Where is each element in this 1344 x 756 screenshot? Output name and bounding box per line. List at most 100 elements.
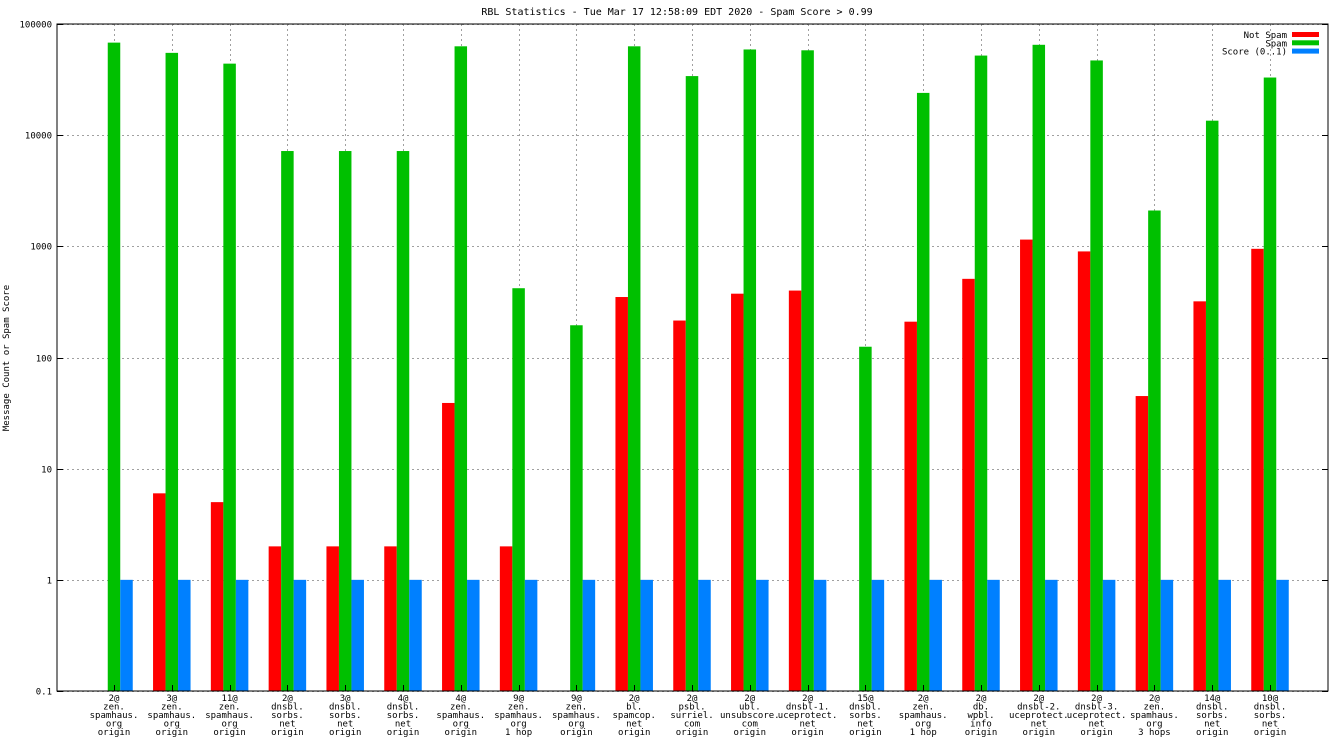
- x-tick-label-line: origin: [329, 728, 362, 738]
- x-tick-label-line: net: [626, 720, 642, 730]
- x-tick-label-line: zen.: [450, 703, 472, 713]
- x-tick-label-line: net: [1088, 720, 1104, 730]
- x-tick-label-line: origin: [676, 728, 709, 738]
- bar-not-spam: [673, 320, 686, 691]
- x-tick-label-line: origin: [1254, 728, 1287, 738]
- x-tick-label-line: origin: [213, 728, 246, 738]
- x-tick-label-line: org: [510, 720, 526, 730]
- x-tick-label-line: sorbs.: [849, 711, 882, 721]
- x-tick-label-line: ubl.: [739, 703, 761, 713]
- x-tick-label-line: 2@: [918, 694, 929, 704]
- x-tick-label-line: org: [453, 720, 469, 730]
- bar-score-0-1: [640, 579, 653, 691]
- x-tick-label-line: net: [1031, 720, 1047, 730]
- x-tick-label: 10@ dnsbl. sorbs. net origin: [1254, 694, 1287, 738]
- bar-spam: [685, 76, 699, 691]
- bars-layer: [107, 42, 1289, 692]
- x-tick-label: 9@ zen. spamhaus. org origin: [552, 694, 601, 738]
- x-tick-label-line: org: [1146, 720, 1162, 730]
- bar-not-spam: [1251, 248, 1264, 691]
- bar-score-0-1: [987, 579, 1000, 691]
- x-tick-label-line: spamhaus.: [147, 711, 196, 721]
- x-tick-label-line: org: [568, 720, 584, 730]
- x-tick-label-line: 2@: [1149, 694, 1160, 704]
- x-tick-label-line: zen.: [912, 703, 934, 713]
- bar-score-0-1: [1276, 579, 1289, 691]
- x-tick-label-line: dnsbl-1.: [786, 703, 829, 713]
- x-tick-label-line: zen.: [219, 703, 241, 713]
- y-tick-label: 1: [47, 577, 52, 587]
- x-tick-label-line: dnsbl-2.: [1017, 703, 1060, 713]
- x-tick-label-line: origin: [965, 728, 998, 738]
- bar-not-spam: [1020, 239, 1033, 691]
- bar-spam: [165, 52, 179, 691]
- x-tick-label-line: net: [857, 720, 873, 730]
- x-tick-label-line: 1 hop: [505, 728, 532, 738]
- x-tick-label-line: 1 hop: [910, 728, 937, 738]
- x-tick-label-line: 3@: [340, 694, 351, 704]
- bar-spam: [281, 151, 294, 691]
- bar-score-0-1: [524, 579, 538, 691]
- x-tick-label-line: zen.: [161, 703, 183, 713]
- x-tick-label-line: origin: [849, 728, 882, 738]
- x-tick-label-line: spamhaus.: [899, 711, 948, 721]
- x-tick-label-line: 14@: [1204, 694, 1221, 704]
- x-tick-label-line: 2@: [109, 694, 120, 704]
- bar-spam: [396, 151, 410, 691]
- x-tick-label: 2@ zen. spamhaus. org origin: [90, 694, 139, 738]
- bar-spam: [512, 288, 525, 691]
- x-tick-label-line: origin: [1023, 728, 1056, 738]
- x-tick-label-line: spamhaus.: [90, 711, 139, 721]
- x-tick-label-line: zen.: [1144, 703, 1166, 713]
- x-tick-label-line: uceprotect.: [1067, 711, 1127, 721]
- x-tick-label-line: net: [1262, 720, 1278, 730]
- bar-not-spam: [731, 293, 744, 691]
- x-tick-label: 2@ dnsbl-3. uceprotect. net origin: [1067, 694, 1127, 738]
- x-tick-label: 2@ zen. spamhaus. org 3 hops: [1130, 694, 1179, 738]
- bar-not-spam: [326, 546, 339, 691]
- bar-score-0-1: [293, 579, 307, 691]
- x-tick-label-line: 4@: [455, 694, 466, 704]
- x-tick-label-line: net: [337, 720, 353, 730]
- x-tick-label: 14@ dnsbl. sorbs. net origin: [1196, 694, 1229, 738]
- x-tick-label-line: net: [1204, 720, 1220, 730]
- x-tick-label: 15@ dnsbl. sorbs. net origin: [849, 694, 882, 738]
- legend-label: Score (0..1): [1222, 48, 1287, 58]
- bar-spam: [570, 325, 583, 691]
- x-tick-label: 2@ dnsbl. sorbs. net origin: [271, 694, 304, 738]
- bar-not-spam: [153, 493, 166, 691]
- bar-spam: [454, 46, 468, 691]
- bar-score-0-1: [756, 579, 769, 691]
- bar-spam: [916, 92, 930, 692]
- y-tick-label: 1000: [30, 243, 52, 253]
- x-tick-label-line: dnsbl.: [271, 703, 304, 713]
- x-tick-label-line: wpbl.: [967, 711, 994, 721]
- x-tick-label-line: zen.: [103, 703, 125, 713]
- x-tick-label-line: origin: [791, 728, 824, 738]
- x-tick-label-line: dnsbl.: [329, 703, 362, 713]
- x-tick-label-line: spamcop.: [613, 711, 656, 721]
- x-tick-label-line: dnsbl.: [387, 703, 420, 713]
- x-tick-label-line: uceprotect.: [778, 711, 838, 721]
- legend-swatch-score-0-1: [1292, 48, 1319, 54]
- bar-spam: [1090, 60, 1103, 692]
- y-tick-label: 100: [36, 355, 52, 365]
- x-tick-label-line: origin: [1080, 728, 1113, 738]
- y-tick-label: 10: [41, 466, 52, 476]
- x-tick-label-line: 9@: [571, 694, 582, 704]
- bar-score-0-1: [1218, 579, 1231, 691]
- x-tick-label-line: bl.: [626, 703, 642, 713]
- bar-score-0-1: [698, 579, 711, 691]
- bar-not-spam: [904, 321, 917, 691]
- legend-label: Spam: [1265, 39, 1287, 49]
- bar-spam: [338, 151, 352, 691]
- x-tick-label: 9@ zen. spamhaus. org 1 hop: [494, 694, 543, 738]
- bar-spam: [1205, 120, 1219, 691]
- x-tick-label-line: net: [279, 720, 295, 730]
- x-tick-label-line: db.: [973, 703, 989, 713]
- x-tick-label-line: com: [684, 720, 700, 730]
- bar-not-spam: [1135, 396, 1149, 691]
